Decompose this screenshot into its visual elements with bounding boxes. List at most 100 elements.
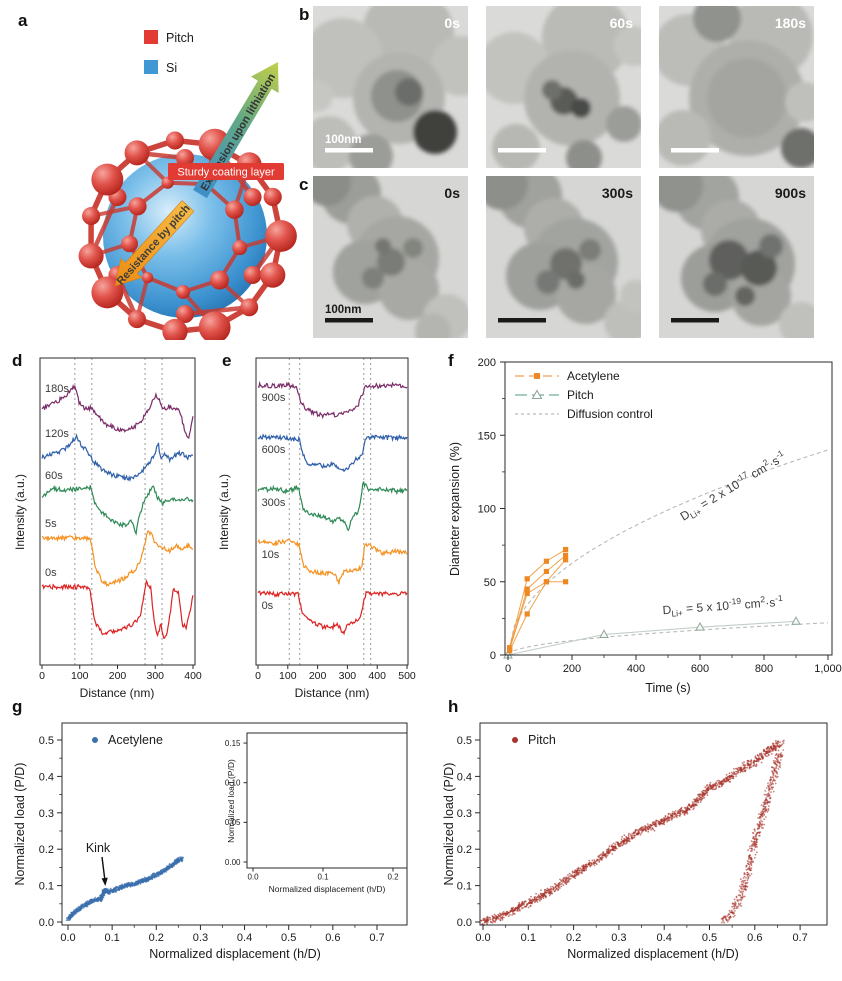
x-tick-label: 0.1 <box>521 932 536 944</box>
y-tick-label: 50 <box>484 577 496 589</box>
series-600s <box>257 433 408 473</box>
series-900s <box>257 380 408 420</box>
panel-label-f: f <box>448 351 454 370</box>
tem-texture <box>313 176 468 338</box>
x-tick-label: 0 <box>39 670 45 682</box>
x-tick-label: 0.7 <box>369 932 384 944</box>
x-tick-label: 1,000 <box>814 663 842 675</box>
panel-label-c: c <box>299 175 309 194</box>
y-tick-label: 0.3 <box>39 808 54 820</box>
series-label-0s: 0s <box>262 600 274 612</box>
panel-label-d: d <box>12 351 23 370</box>
y-tick-label: 150 <box>478 430 496 442</box>
legend-label-pitch: Pitch <box>528 733 556 747</box>
x-tick-label: 200 <box>563 663 581 675</box>
x-tick-label: 0 <box>255 670 261 682</box>
tem-texture <box>659 176 814 338</box>
x-tick-label: 300 <box>146 670 164 682</box>
inset-x-axis-title: Normalized displacement (h/D) <box>269 884 386 894</box>
x-tick-label: 0 <box>505 663 511 675</box>
series-label-5s: 5s <box>45 518 57 530</box>
legend-swatch-si <box>144 60 158 74</box>
plot-box <box>255 357 409 666</box>
x-axis: 0 200 400 600 800 1,000 <box>505 655 842 675</box>
time-label: 300s <box>602 185 633 201</box>
y-tick-label: 0.10 <box>225 779 241 788</box>
pitch-unloading-scatter <box>720 749 785 924</box>
y-tick-label: 0.2 <box>457 844 472 856</box>
y-tick-label: 0.15 <box>225 739 241 748</box>
scale-bar <box>325 318 373 323</box>
y-axis: 0 50 100 150 200 <box>478 357 505 662</box>
legend-label-pitch: Pitch <box>166 31 194 45</box>
y-tick-label: 0.2 <box>39 844 54 856</box>
series-0s <box>41 578 194 639</box>
inset-y-axis-title: Normalized load (P/D) <box>226 759 236 843</box>
x-tick-label: 0.0 <box>247 873 259 882</box>
x-tick-label: 0.3 <box>193 932 208 944</box>
x-axis: 0 100 200 300 400 <box>39 665 202 682</box>
chart-h-box <box>479 722 828 926</box>
chart-g-legend: Acetylene <box>92 733 163 747</box>
chart-g-acetylene-load: 0.0 0.1 0.2 0.3 0.4 0.5 0.6 0.70.00.10.20.30.40… <box>13 722 408 961</box>
x-tick-label: 0.6 <box>325 932 340 944</box>
y-axis-title: Normalized load (P/D) <box>13 763 27 886</box>
x-axis-title: Normalized displacement (h/D) <box>149 947 321 961</box>
tem-frame: 60s <box>486 6 641 168</box>
series-label-300s: 300s <box>262 497 286 509</box>
panel-label-e: e <box>222 351 232 370</box>
x-axis-title: Distance (nm) <box>80 686 155 700</box>
series-300s <box>257 481 408 532</box>
x-tick-label: 0.2 <box>387 873 399 882</box>
x-tick-label: 500 <box>398 670 416 682</box>
y-tick-label: 0.5 <box>39 735 54 747</box>
chart-h-pitch-load: 0.0 0.1 0.2 0.3 0.4 0.5 0.6 0.70.00.10.20.30.40… <box>442 722 828 961</box>
panel-label-g: g <box>12 697 23 716</box>
scale-bar <box>325 148 373 153</box>
tem-frame: 0s 100nm <box>313 6 468 168</box>
panel-a-legend: Pitch Si <box>144 30 194 75</box>
panel-c-tem-row: 0s 100nm 300s 900s <box>313 176 842 338</box>
chart-f-diameter-expansion: 0 200 400 600 800 1,000 0 50 100 150 200 Time (s) Di… <box>448 357 842 695</box>
chart-g-inset-box <box>246 732 408 869</box>
diffusion-curve-lower <box>507 622 829 656</box>
y-tick-label: 0.1 <box>457 881 472 893</box>
y-axis-title: Intensity (a.u.) <box>217 474 231 550</box>
y-tick-label: 100 <box>478 504 496 516</box>
scale-bar <box>671 318 719 323</box>
chart-h-y-axis: 0.0 0.1 0.2 0.3 0.4 0.5 <box>457 735 480 929</box>
time-label: 180s <box>775 15 806 31</box>
x-tick-label: 0.5 <box>281 932 296 944</box>
x-tick-label: 0.7 <box>792 932 807 944</box>
time-label: 60s <box>610 15 634 31</box>
legend-label-diffusion-control: Diffusion control <box>567 407 653 421</box>
x-tick-label: 0.2 <box>566 932 581 944</box>
series-0s <box>257 590 408 636</box>
kink-annotation: Kink <box>86 841 111 855</box>
chart-d-line-profiles: 0s 5s 60s 120s 180s 0 100 200 300 400 Distance (nm… <box>13 357 202 700</box>
series-5s <box>42 529 194 587</box>
x-tick-label: 100 <box>71 670 89 682</box>
plot-box <box>39 357 196 666</box>
chart-g-y-axis: 0.0 0.1 0.2 0.3 0.4 0.5 <box>39 735 62 929</box>
x-tick-label: 300 <box>339 670 357 682</box>
x-tick-label: 0.1 <box>317 873 329 882</box>
legend-swatch-pitch <box>144 30 158 44</box>
y-tick-label: 0.1 <box>39 881 54 893</box>
x-tick-label: 400 <box>368 670 386 682</box>
panel-label-b: b <box>299 5 310 24</box>
chart-g-inset-y-axis: 0.00 0.05 0.10 0.15 <box>225 739 247 867</box>
tem-texture <box>486 6 641 168</box>
resistance-arrow <box>114 200 195 287</box>
x-tick-label: 0.4 <box>237 932 252 944</box>
x-tick-label: 0.2 <box>149 932 164 944</box>
legend-label-acetylene: Acetylene <box>108 733 163 747</box>
chart-e-line-profiles: 0s 10s 300s 600s 900s 0 100 200 300 400 500 Distanc… <box>217 357 416 700</box>
y-tick-label: 0.5 <box>457 735 472 747</box>
x-tick-label: 200 <box>309 670 327 682</box>
pitch-series <box>503 616 801 659</box>
series-label-60s: 60s <box>45 470 63 482</box>
time-label: 900s <box>775 185 806 201</box>
acetylene-series <box>507 546 569 654</box>
